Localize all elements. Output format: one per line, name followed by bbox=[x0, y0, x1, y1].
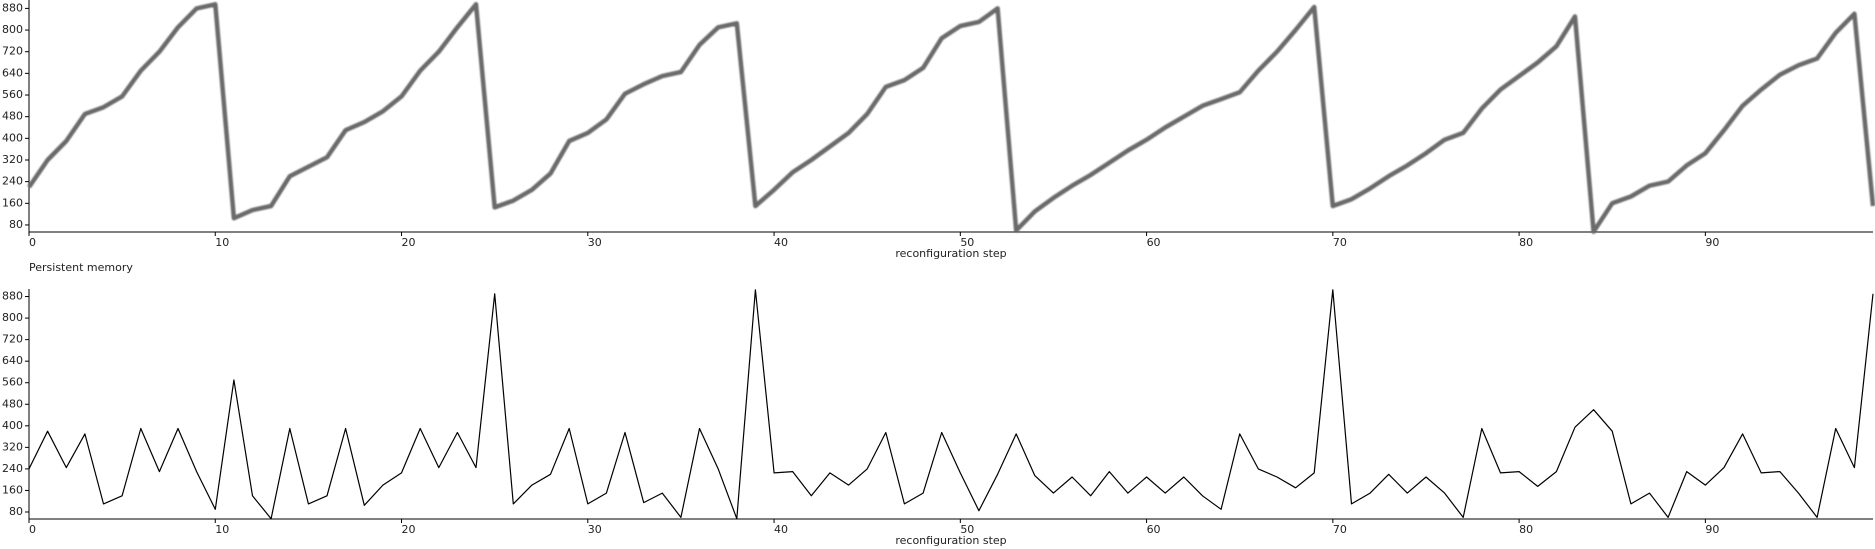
x-tick-label: 20 bbox=[402, 236, 416, 249]
y-tick-label: 800 bbox=[2, 23, 23, 36]
y-tick-label: 400 bbox=[2, 419, 23, 432]
x-tick-label: 90 bbox=[1705, 236, 1719, 249]
y-tick-label: 800 bbox=[2, 311, 23, 324]
x-tick-label: 90 bbox=[1705, 523, 1719, 536]
x-tick-label: 50 bbox=[960, 523, 974, 536]
x-tick-label: 50 bbox=[960, 236, 974, 249]
x-tick-label: 10 bbox=[215, 236, 229, 249]
y-tick-label: 320 bbox=[2, 440, 23, 453]
x-tick-label: 40 bbox=[774, 523, 788, 536]
y-tick-label: 240 bbox=[2, 462, 23, 475]
y-tick-label: 160 bbox=[2, 483, 23, 496]
x-tick-label: 70 bbox=[1333, 523, 1347, 536]
x-tick-label: 0 bbox=[29, 236, 36, 249]
y-tick-label: 560 bbox=[2, 376, 23, 389]
y-tick-label: 80 bbox=[9, 505, 23, 518]
y-tick-label: 640 bbox=[2, 66, 23, 79]
y-tick-label: 720 bbox=[2, 333, 23, 346]
y-tick-label: 560 bbox=[2, 88, 23, 101]
y-tick-label: 880 bbox=[2, 290, 23, 303]
data-line bbox=[28, 289, 1874, 520]
y-tick-label: 480 bbox=[2, 397, 23, 410]
y-tick-label: 720 bbox=[2, 45, 23, 58]
x-tick-label: 40 bbox=[774, 236, 788, 249]
x-tick-label: 20 bbox=[402, 523, 416, 536]
chart-title: Persistent memory bbox=[29, 261, 133, 274]
y-tick-label: 240 bbox=[2, 175, 23, 188]
x-axis-label: reconfiguration step bbox=[895, 534, 1006, 547]
x-tick-label: 10 bbox=[215, 523, 229, 536]
y-tick-label: 880 bbox=[2, 1, 23, 14]
y-tick-label: 320 bbox=[2, 153, 23, 166]
x-tick-label: 80 bbox=[1519, 236, 1533, 249]
x-tick-label: 60 bbox=[1147, 236, 1161, 249]
y-tick-label: 160 bbox=[2, 196, 23, 209]
data-line bbox=[27, 2, 1875, 234]
y-tick-label: 400 bbox=[2, 131, 23, 144]
x-tick-label: 30 bbox=[588, 236, 602, 249]
x-tick-label: 70 bbox=[1333, 236, 1347, 249]
y-tick-label: 480 bbox=[2, 110, 23, 123]
y-tick-label: 80 bbox=[9, 218, 23, 231]
x-axis-label: reconfiguration step bbox=[895, 247, 1006, 260]
y-tick-label: 640 bbox=[2, 354, 23, 367]
x-tick-label: 30 bbox=[588, 523, 602, 536]
x-tick-label: 0 bbox=[29, 523, 36, 536]
x-tick-label: 60 bbox=[1147, 523, 1161, 536]
x-tick-label: 80 bbox=[1519, 523, 1533, 536]
